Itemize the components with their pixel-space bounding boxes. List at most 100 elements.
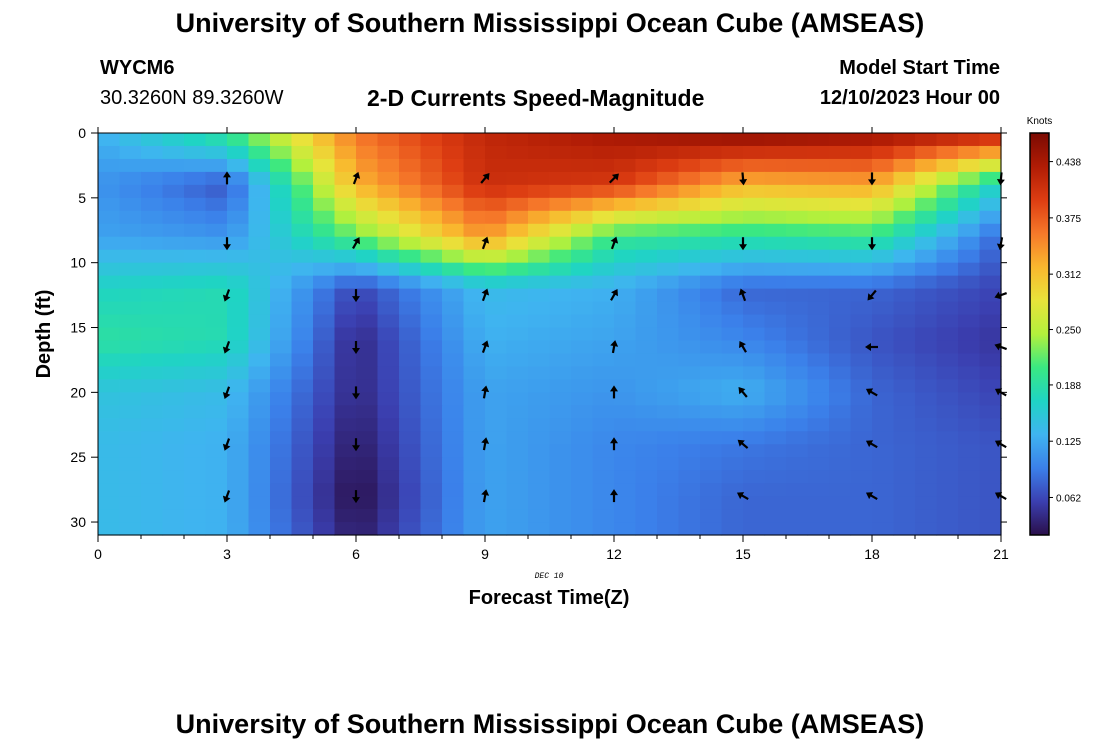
heatmap-cell [442,431,465,445]
heatmap-cell [549,262,572,277]
heatmap-cell [506,392,529,406]
heatmap-cell [141,210,164,225]
current-vector-arrow [608,173,619,184]
current-vector-arrow [994,388,1007,397]
heatmap-cell [979,158,1002,173]
heatmap-cell [829,405,852,419]
heatmap-cell [893,509,916,523]
heatmap-cell [549,171,572,186]
current-vector-arrow [610,489,618,503]
heatmap-cell [893,327,916,342]
heatmap-cell [119,405,142,419]
heatmap-cell [205,197,228,212]
heatmap-cell [721,392,744,406]
heatmap-cell [635,470,658,484]
heatmap-cell [872,223,895,238]
heatmap-cell [657,522,680,536]
vector-head [222,346,231,354]
heatmap-cell [162,249,185,264]
heatmap-cell [893,379,916,393]
vector-head [481,340,490,348]
heatmap-cell [162,444,185,458]
heatmap-cell [485,366,508,380]
heatmap-cell [334,327,357,342]
heatmap-cell [528,379,551,393]
heatmap-cell [678,145,701,160]
heatmap-cell [743,418,766,432]
heatmap-cell [721,249,744,264]
heatmap-cell [399,366,422,380]
heatmap-cell [463,133,486,147]
heatmap-cell [829,392,852,406]
heatmap-cell [721,314,744,329]
heatmap-cell [141,236,164,251]
heatmap-cell [313,457,336,471]
heatmap-cell [442,496,465,510]
heatmap-cell [915,210,938,225]
heatmap-cell [592,405,615,419]
heatmap-cell [184,236,207,251]
heatmap-cell [807,171,830,186]
heatmap-cell [184,197,207,212]
heatmap-cell [291,340,314,355]
heatmap-cell [442,145,465,160]
heatmap-cell [420,236,443,251]
heatmap-cell [442,249,465,264]
heatmap-cell [958,301,981,316]
heatmap-cell [205,353,228,368]
heatmap-cell [162,171,185,186]
heatmap-cell [162,327,185,342]
vector-head [611,173,619,181]
heatmap-cell [377,509,400,523]
heatmap-cell [829,301,852,316]
heatmap-cell [356,431,379,445]
heatmap-cell [614,210,637,225]
current-vector-arrow [481,489,490,503]
heatmap-cell [377,314,400,329]
heatmap-cell [764,301,787,316]
heatmap-cell [721,444,744,458]
heatmap-cell [657,145,680,160]
colorbar-tick-label: 0.125 [1056,437,1081,448]
heatmap-cell [721,405,744,419]
heatmap-cell [936,133,959,147]
heatmap-cell [313,184,336,199]
heatmap-cell [184,288,207,303]
heatmap-cell [807,301,830,316]
heatmap-cell [872,431,895,445]
heatmap-cell [807,314,830,329]
heatmap-cell [721,210,744,225]
heatmap-cell [119,509,142,523]
heatmap-cell [356,314,379,329]
heatmap-cell [936,158,959,173]
heatmap-cell [807,133,830,147]
heatmap-cell [872,158,895,173]
heatmap-cell [678,249,701,264]
heatmap-cell [356,249,379,264]
heatmap-cell [700,210,723,225]
heatmap-cell [442,457,465,471]
heatmap-cell [141,431,164,445]
heatmap-cell [248,431,271,445]
heatmap-cell [915,171,938,186]
heatmap-cell [635,210,658,225]
heatmap-cell [270,444,293,458]
colorbar-tick-label: 0.062 [1056,493,1081,504]
heatmap-cell [356,522,379,536]
heatmap-cell [958,483,981,497]
colorbar-tick-label: 0.250 [1056,326,1081,337]
heatmap-cell [162,288,185,303]
heatmap-cell [248,392,271,406]
heatmap-cell [463,145,486,160]
heatmap-cell [141,171,164,186]
heatmap-cell [764,145,787,160]
heatmap-cell [184,301,207,316]
heatmap-cell [334,496,357,510]
heatmap-cell [614,249,637,264]
heatmap-cell [700,457,723,471]
vector-head [610,340,619,347]
heatmap-cell [614,158,637,173]
heatmap-cell [442,171,465,186]
heatmap-cell [184,457,207,471]
heatmap-cell [420,392,443,406]
